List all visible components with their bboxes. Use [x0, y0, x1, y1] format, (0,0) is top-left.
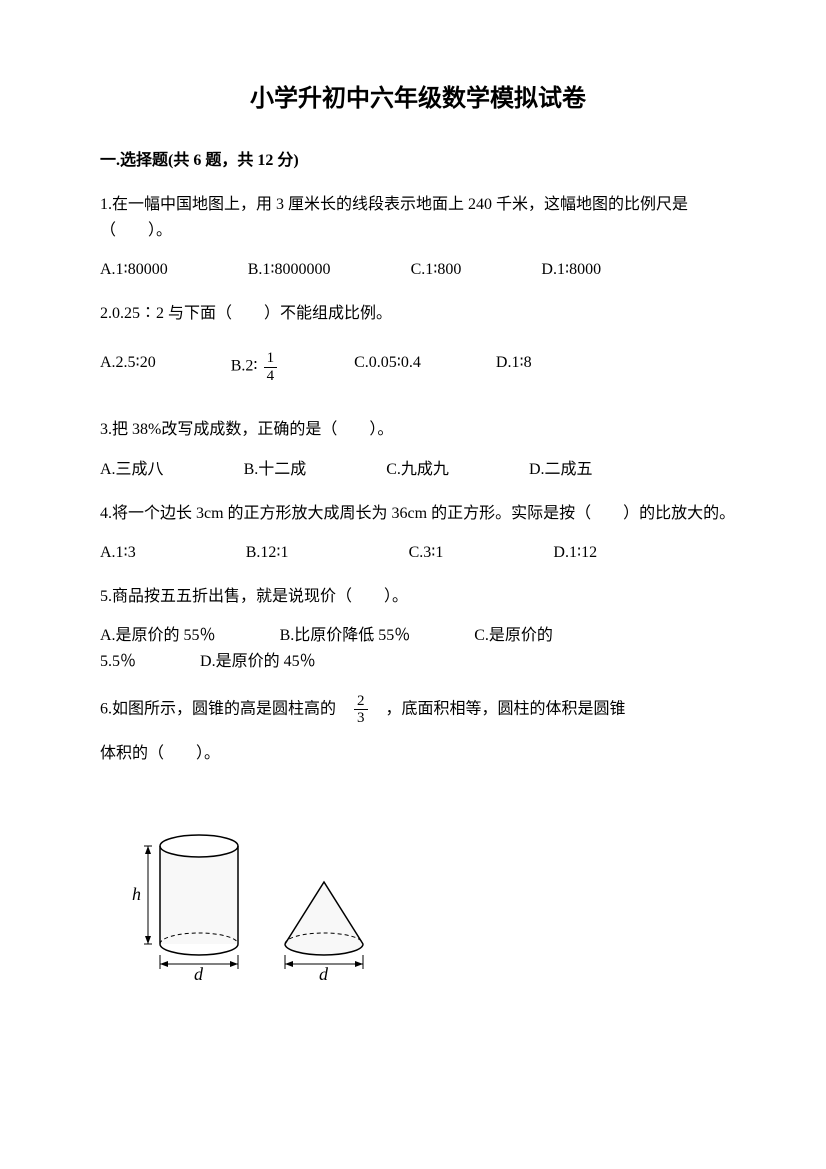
question-text: 2.0.25∶2 与下面（ ）不能组成比例。 — [100, 301, 736, 327]
cylinder-cone-figure: h d d — [110, 824, 390, 984]
options: A.2.5∶20 B.2∶ 1 4 C.0.05∶0.4 D.1∶8 — [100, 350, 736, 384]
question-2: 2.0.25∶2 与下面（ ）不能组成比例。 A.2.5∶20 B.2∶ 1 4… — [100, 301, 736, 385]
option-b: B.12∶1 — [246, 540, 289, 566]
numerator: 1 — [264, 350, 278, 368]
option-a: A.三成八 — [100, 457, 164, 483]
option-d: D.1∶12 — [553, 540, 597, 566]
option-b: B.1∶8000000 — [248, 257, 331, 283]
question-6: 6.如图所示，圆锥的高是圆柱高的 2 3 ，底面积相等，圆柱的体积是圆锥 体积的… — [100, 693, 736, 767]
question-text: 4.将一个边长 3cm 的正方形放大成周长为 36cm 的正方形。实际是按（ ）… — [100, 501, 736, 527]
option-c-cont: 5.5％ — [100, 653, 136, 670]
question-1: 1.在一幅中国地图上，用 3 厘米长的线段表示地面上 240 千米，这幅地图的比… — [100, 192, 736, 283]
option-a: A.是原价的 55％ — [100, 627, 216, 644]
option-a: A.1∶80000 — [100, 257, 168, 283]
options: A.1∶80000 B.1∶8000000 C.1∶800 D.1∶8000 — [100, 257, 736, 283]
option-b-prefix: B.2∶ — [231, 358, 258, 375]
fraction: 1 4 — [264, 350, 278, 384]
d-label-1: d — [194, 964, 204, 984]
page-title: 小学升初中六年级数学模拟试卷 — [100, 80, 736, 118]
h-label: h — [132, 884, 141, 904]
option-c: C.1∶800 — [411, 257, 462, 283]
option-d: D.二成五 — [529, 457, 593, 483]
option-a: A.2.5∶20 — [100, 350, 156, 384]
option-d: D.1∶8000 — [541, 257, 601, 283]
options: A.是原价的 55％ B.比原价降低 55％ C.是原价的 5.5％ D.是原价… — [100, 623, 736, 674]
q6-post: ，底面积相等，圆柱的体积是圆锥 — [386, 700, 626, 717]
d-label-2: d — [319, 964, 329, 984]
options: A.三成八 B.十二成 C.九成九 D.二成五 — [100, 457, 736, 483]
question-text: 6.如图所示，圆锥的高是圆柱高的 2 3 ，底面积相等，圆柱的体积是圆锥 — [100, 693, 736, 727]
option-c: C.0.05∶0.4 — [354, 350, 421, 384]
denominator: 3 — [354, 710, 368, 727]
option-b: B.比原价降低 55％ — [280, 627, 411, 644]
question-3: 3.把 38%改写成成数，正确的是（ ）。 A.三成八 B.十二成 C.九成九 … — [100, 417, 736, 482]
option-d: D.1∶8 — [496, 350, 532, 384]
figure: h d d — [110, 824, 736, 984]
section-header: 一.选择题(共 6 题，共 12 分) — [100, 148, 736, 174]
option-b: B.2∶ 1 4 — [231, 350, 279, 384]
denominator: 4 — [264, 368, 278, 385]
question-5: 5.商品按五五折出售，就是说现价（ ）。 A.是原价的 55％ B.比原价降低 … — [100, 584, 736, 675]
question-text: 5.商品按五五折出售，就是说现价（ ）。 — [100, 584, 736, 610]
option-b: B.十二成 — [244, 457, 307, 483]
question-4: 4.将一个边长 3cm 的正方形放大成周长为 36cm 的正方形。实际是按（ ）… — [100, 501, 736, 566]
option-c: C.3∶1 — [409, 540, 444, 566]
option-c: C.九成九 — [386, 457, 449, 483]
fraction: 2 3 — [354, 693, 368, 727]
q6-line2: 体积的（ ）。 — [100, 741, 736, 767]
option-d: D.是原价的 45％ — [200, 653, 316, 670]
option-a: A.1∶3 — [100, 540, 136, 566]
options: A.1∶3 B.12∶1 C.3∶1 D.1∶12 — [100, 540, 736, 566]
question-text: 3.把 38%改写成成数，正确的是（ ）。 — [100, 417, 736, 443]
numerator: 2 — [354, 693, 368, 711]
question-text: 1.在一幅中国地图上，用 3 厘米长的线段表示地面上 240 千米，这幅地图的比… — [100, 192, 736, 243]
q6-pre: 6.如图所示，圆锥的高是圆柱高的 — [100, 700, 336, 717]
option-c: C.是原价的 — [474, 627, 553, 644]
